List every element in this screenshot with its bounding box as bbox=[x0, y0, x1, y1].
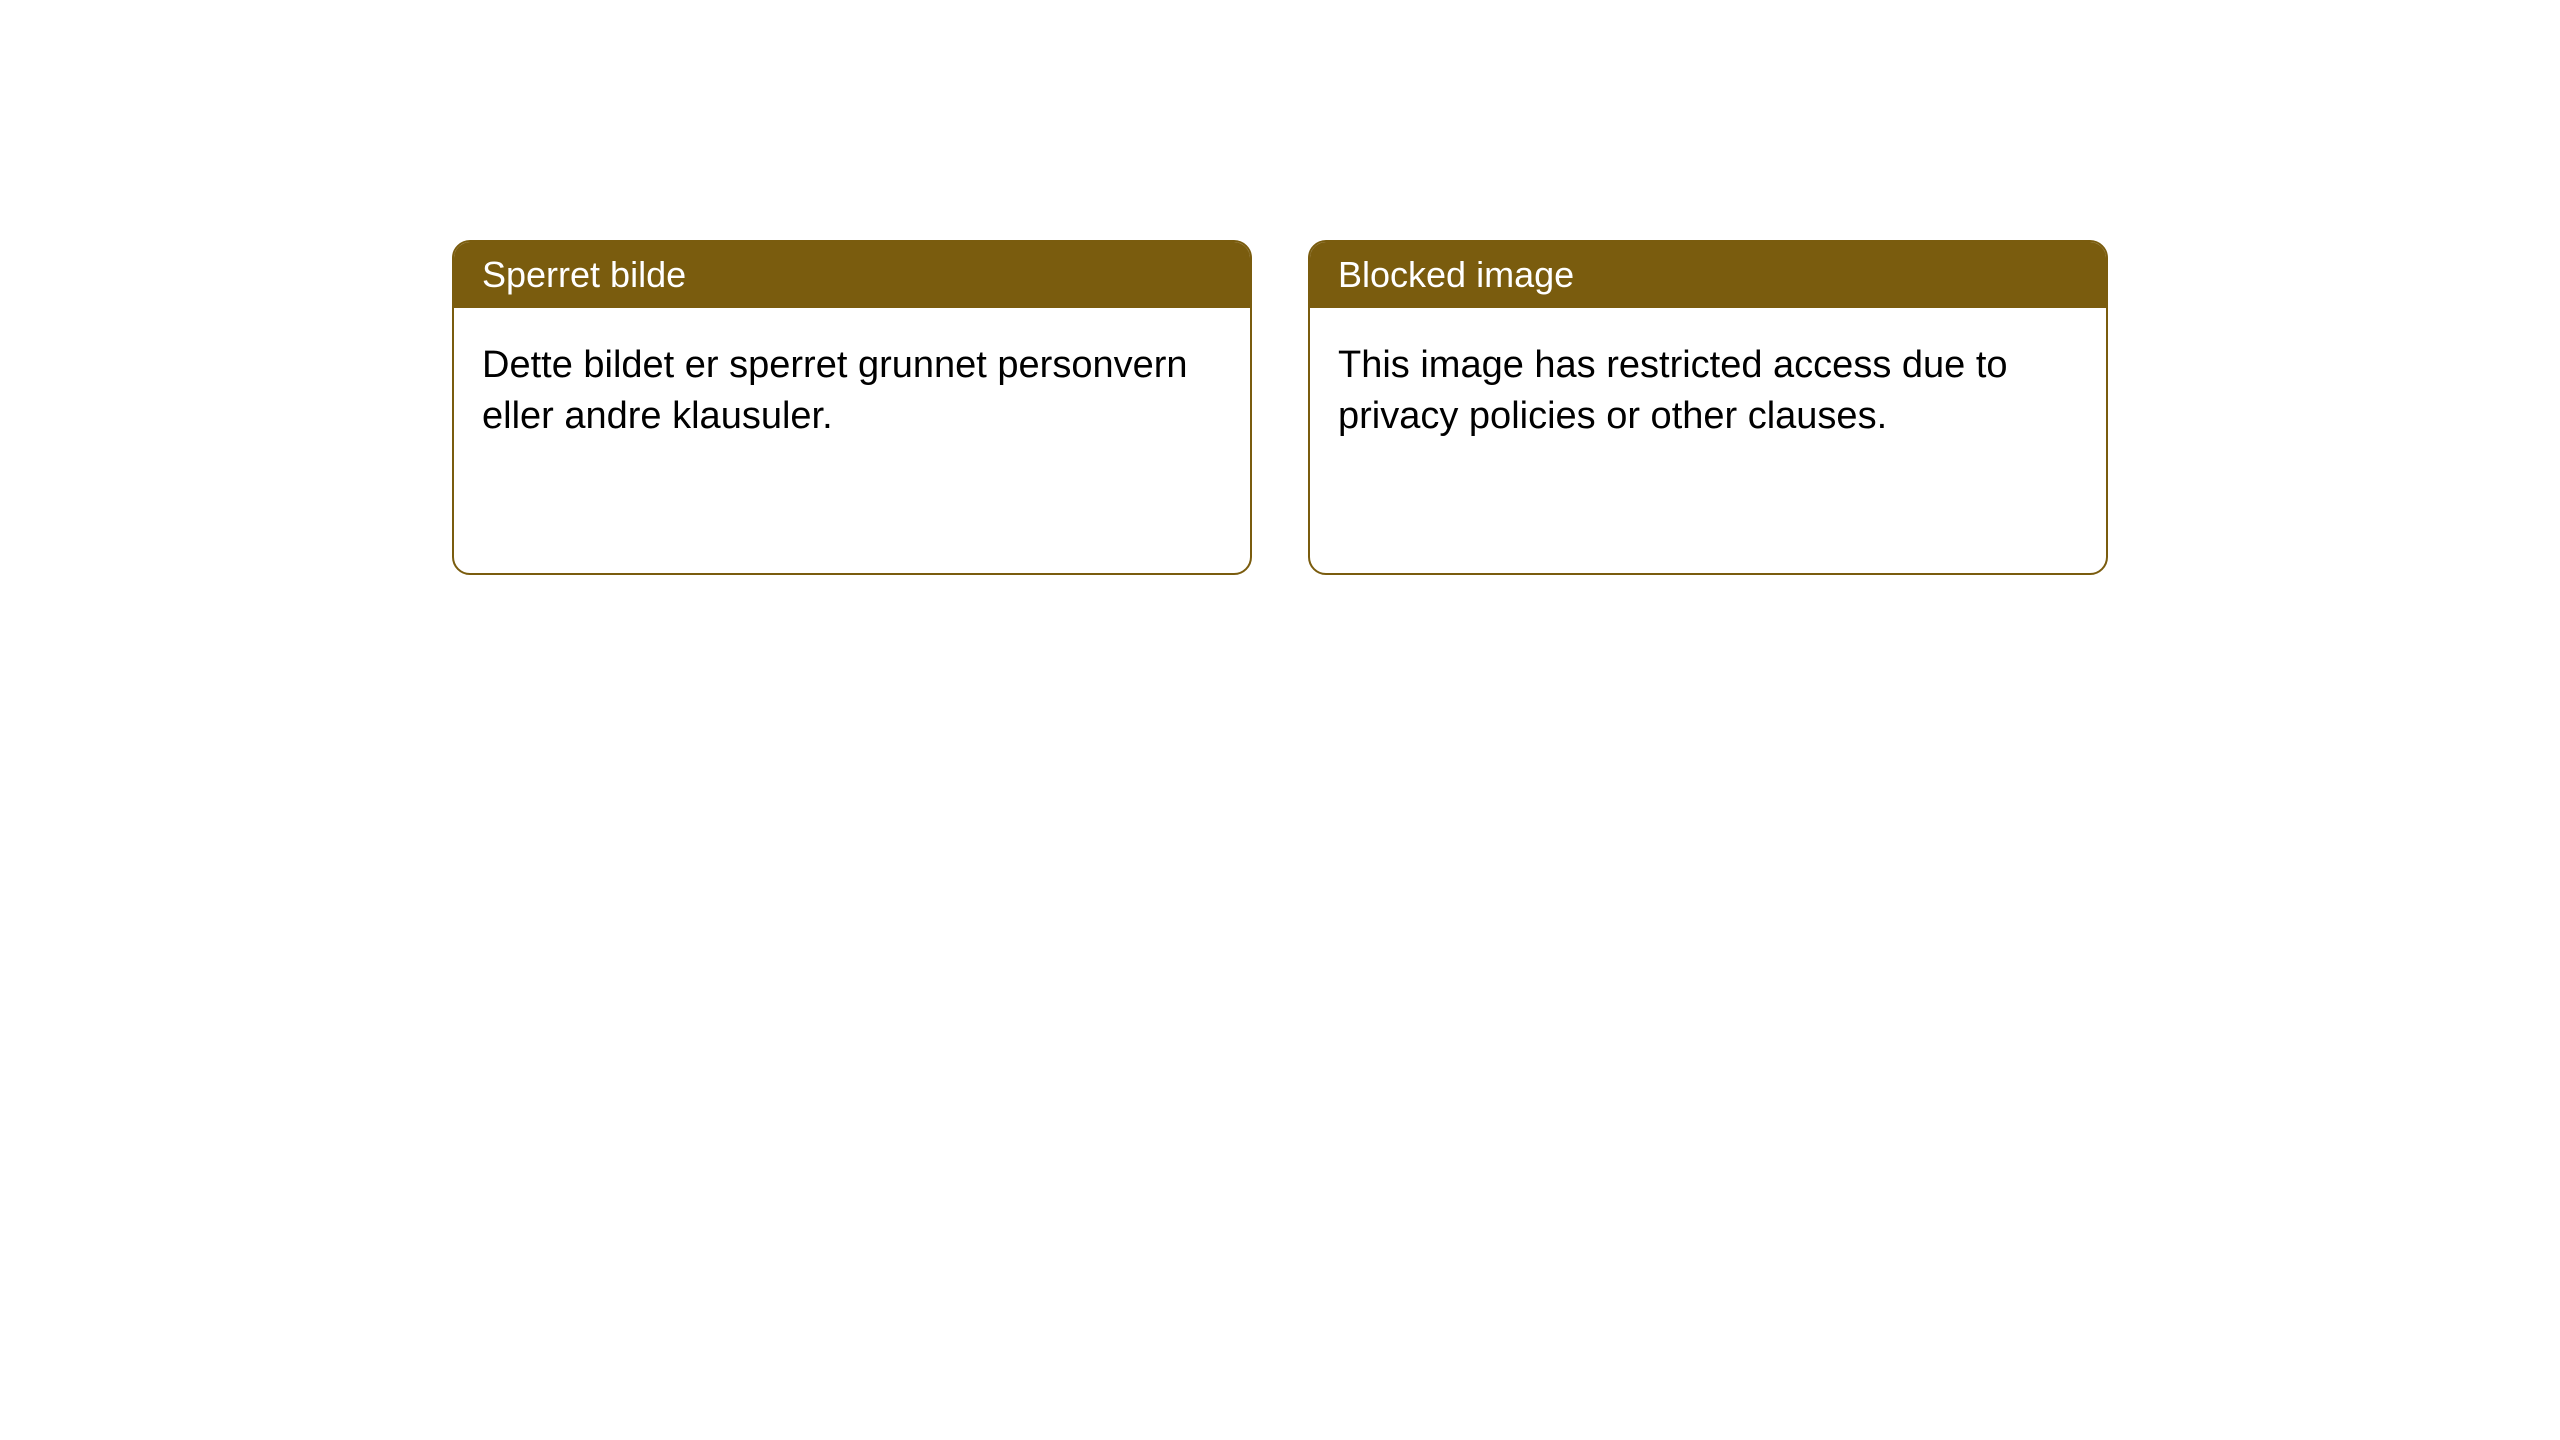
notice-container: Sperret bilde Dette bildet er sperret gr… bbox=[0, 0, 2560, 575]
notice-body: Dette bildet er sperret grunnet personve… bbox=[454, 308, 1250, 475]
notice-header: Sperret bilde bbox=[454, 242, 1250, 308]
notice-card-norwegian: Sperret bilde Dette bildet er sperret gr… bbox=[452, 240, 1252, 575]
notice-header: Blocked image bbox=[1310, 242, 2106, 308]
notice-body: This image has restricted access due to … bbox=[1310, 308, 2106, 475]
notice-card-english: Blocked image This image has restricted … bbox=[1308, 240, 2108, 575]
